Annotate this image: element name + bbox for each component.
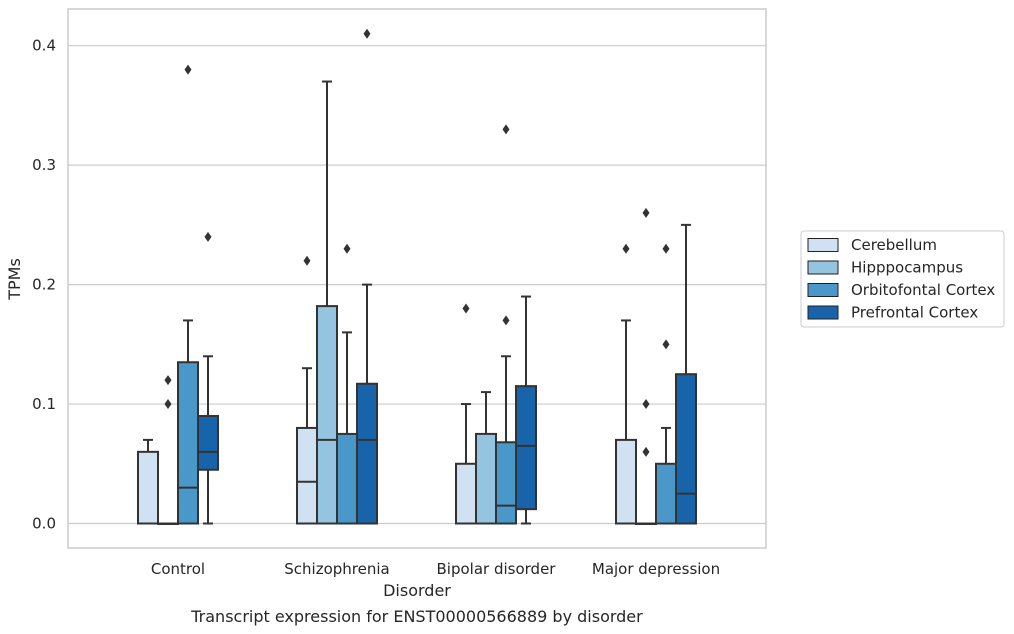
box	[356, 382, 378, 525]
outlier-point	[204, 231, 212, 242]
legend-label: Prefrontal Cortex	[851, 304, 978, 322]
outlier-point	[662, 339, 670, 350]
grid-lines	[68, 45, 766, 525]
box-group	[475, 391, 497, 525]
box-group	[515, 295, 537, 525]
legend-label: Hipppocampus	[851, 259, 963, 277]
y-axis-title: TPMs	[5, 258, 24, 301]
box	[296, 426, 318, 525]
x-tick-label: Bipolar disorder	[437, 560, 557, 578]
box	[675, 373, 697, 525]
boxes	[137, 28, 697, 525]
box	[455, 462, 477, 525]
outlier-point	[363, 28, 371, 39]
outlier-point	[642, 399, 650, 410]
box-group	[197, 231, 219, 525]
x-axis-title: Disorder	[383, 581, 451, 600]
x-tick-label: Major depression	[592, 560, 720, 578]
y-tick-label: 0.4	[32, 37, 56, 55]
legend-swatch	[807, 260, 839, 275]
box	[655, 462, 677, 525]
box	[177, 361, 199, 525]
y-tick-label: 0.2	[32, 276, 56, 294]
box-group	[455, 303, 477, 525]
chart-caption: Transcript expression for ENST0000056688…	[190, 607, 643, 626]
box	[316, 305, 338, 525]
box-group	[675, 223, 697, 525]
box-group	[615, 243, 637, 525]
box-group	[495, 124, 517, 525]
legend-label: Cerebellum	[851, 236, 937, 254]
legend-swatch	[807, 238, 839, 252]
box-group	[177, 64, 199, 525]
y-tick-label: 0.0	[32, 515, 56, 533]
y-tick-label: 0.3	[32, 156, 56, 174]
box-group	[316, 80, 338, 525]
outlier-point	[303, 255, 311, 266]
box-group	[296, 255, 318, 525]
legend-swatch	[807, 283, 839, 297]
outlier-point	[622, 243, 630, 254]
outlier-point	[462, 303, 470, 314]
box	[615, 438, 637, 525]
outlier-point	[502, 124, 510, 135]
x-tick-label: Control	[151, 560, 205, 578]
outlier-point	[164, 399, 172, 410]
legend: Cerebellum Hipppocampus Orbitofontal Corte…	[800, 230, 1005, 328]
box	[475, 432, 497, 525]
y-tick-labels: 0.0 0.1 0.2 0.3 0.4	[32, 37, 56, 533]
box-group	[655, 243, 677, 525]
outlier-point	[343, 243, 351, 254]
outlier-point	[502, 315, 510, 326]
box-group	[157, 375, 179, 525]
box	[515, 385, 537, 511]
outlier-point	[642, 207, 650, 218]
plot-frame	[67, 8, 767, 549]
box	[137, 450, 159, 525]
x-tick-label: Schizophrenia	[284, 560, 389, 578]
box	[197, 414, 219, 471]
outlier-point	[642, 446, 650, 457]
box-group	[356, 28, 378, 525]
box-group	[137, 438, 159, 525]
legend-label: Orbitofontal Cortex	[851, 281, 995, 299]
outlier-point	[662, 243, 670, 254]
box	[495, 441, 517, 525]
box-group	[635, 207, 657, 525]
legend-swatch	[807, 305, 839, 320]
box	[336, 432, 358, 525]
outlier-point	[164, 375, 172, 386]
legend-frame	[800, 230, 1005, 328]
x-tick-labels: Control Schizophrenia Bipolar disorder Majo…	[151, 560, 720, 578]
y-tick-label: 0.1	[32, 395, 56, 413]
outlier-point	[184, 64, 192, 75]
box-group	[336, 243, 358, 525]
